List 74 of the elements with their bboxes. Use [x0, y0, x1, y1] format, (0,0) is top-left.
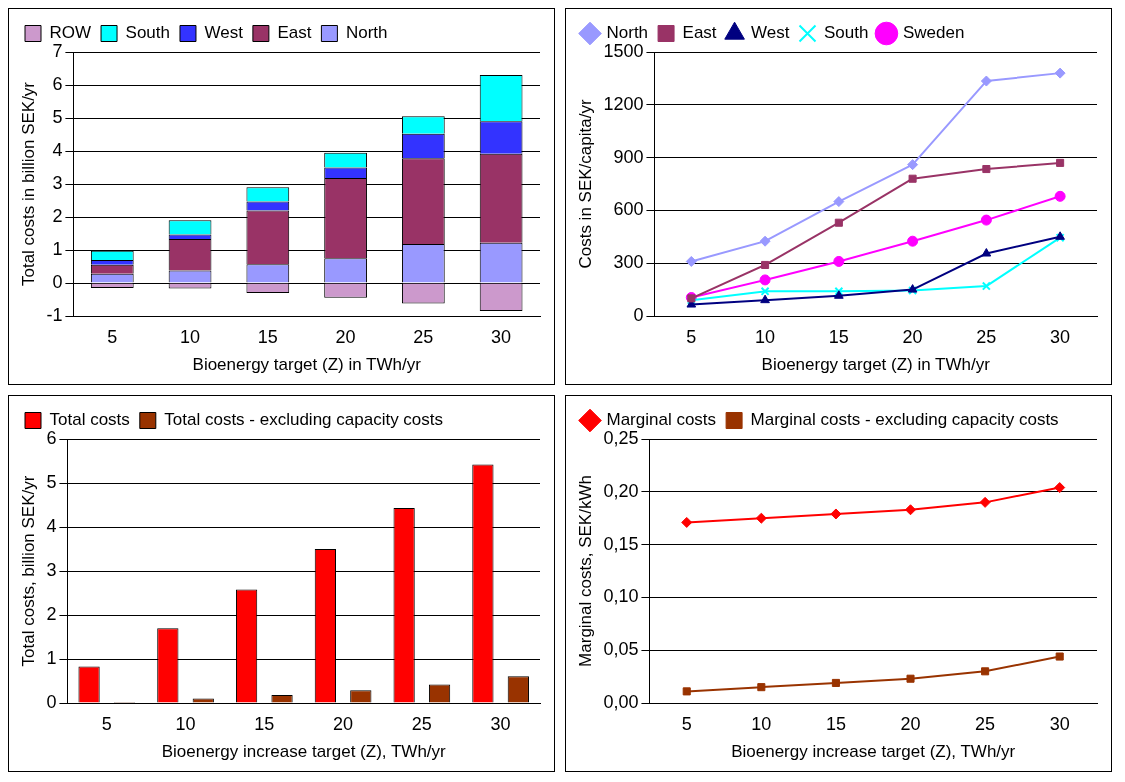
x-tick-label: 10	[180, 326, 201, 347]
x-tick-label: 15	[828, 326, 849, 347]
x-tick-label: 10	[175, 713, 196, 734]
legend-label: South	[125, 23, 170, 43]
x-tick-label: 5	[101, 713, 112, 734]
y-tick-label: 1200	[603, 93, 644, 114]
y-tick-label: 3	[52, 172, 63, 193]
x-tick-label: 30	[490, 713, 511, 734]
x-tick-label: 30	[1049, 713, 1070, 734]
legend-label: West	[751, 23, 790, 43]
y-tick-label: 0,05	[603, 639, 639, 660]
x-axis-title: Bioenergy increase target (Z), TWh/yr	[731, 742, 1016, 762]
y-tick-label: 300	[613, 252, 644, 273]
x-tick-label: 15	[257, 326, 278, 347]
x-axis-title: Bioenergy target (Z) in TWh/yr	[761, 355, 991, 375]
y-tick-label: 7	[52, 40, 63, 61]
y-tick-label: 4	[46, 515, 57, 536]
legend-label: Total costs	[49, 410, 130, 430]
x-tick-label: 5	[681, 713, 692, 734]
legend-label: ROW	[49, 23, 92, 43]
y-tick-label: 0	[52, 271, 63, 292]
x-tick-label: 20	[902, 326, 923, 347]
y-tick-label: 0,15	[603, 533, 639, 554]
y-tick-label: -1	[46, 304, 63, 325]
y-tick-label: 2	[52, 205, 63, 226]
legend-label: West	[204, 23, 244, 43]
legend-label: Total costs - excluding capacity costs	[164, 410, 444, 430]
x-tick-label: 25	[413, 326, 434, 347]
y-tick-label: 1	[46, 647, 57, 668]
x-tick-label: 30	[1050, 326, 1071, 347]
x-tick-label: 5	[686, 326, 697, 347]
legend-label: East	[682, 23, 717, 43]
legend-label: North	[606, 23, 649, 43]
legend-label: North	[345, 23, 388, 43]
x-tick-label: 20	[333, 713, 354, 734]
y-axis-title: Total costs, billion SEK/yr	[18, 475, 38, 667]
x-tick-label: 10	[755, 326, 776, 347]
legend-label: South	[824, 23, 869, 43]
x-tick-label: 30	[491, 326, 512, 347]
y-tick-label: 5	[52, 106, 63, 127]
y-tick-label: 6	[52, 73, 63, 94]
x-axis-title: Bioenergy target (Z) in TWh/yr	[192, 355, 422, 375]
y-tick-label: 1500	[603, 40, 644, 61]
x-tick-label: 25	[976, 326, 997, 347]
y-tick-label: 600	[613, 199, 644, 220]
x-tick-label: 5	[107, 326, 118, 347]
y-tick-label: 1	[52, 238, 63, 259]
y-tick-label: 0,00	[603, 691, 639, 712]
y-axis-title: Costs in SEK/capita/yr	[575, 99, 595, 269]
legend-label: Sweden	[902, 23, 965, 43]
x-tick-label: 10	[751, 713, 772, 734]
legend-label: East	[277, 23, 312, 43]
y-tick-label: 0,25	[603, 427, 639, 448]
x-tick-label: 15	[254, 713, 275, 734]
legend-label: Marginal costs	[606, 410, 717, 430]
y-tick-label: 900	[613, 146, 644, 167]
x-tick-label: 25	[411, 713, 432, 734]
y-tick-label: 4	[52, 139, 63, 160]
y-tick-label: 3	[46, 559, 57, 580]
x-tick-label: 25	[975, 713, 996, 734]
y-tick-label: 0	[46, 691, 57, 712]
y-axis-title: Marginal costs, SEK/kWh	[575, 475, 595, 667]
x-axis-title: Bioenergy increase target (Z), TWh/yr	[161, 742, 447, 762]
x-tick-label: 15	[825, 713, 846, 734]
y-tick-label: 0,10	[603, 586, 639, 607]
legend-label: Marginal costs - excluding capacity costs	[750, 410, 1059, 430]
y-axis-title: Total costs in billion SEK/yr	[18, 81, 38, 287]
y-tick-label: 0,20	[603, 480, 639, 501]
x-tick-label: 20	[900, 713, 921, 734]
y-tick-label: 6	[46, 427, 57, 448]
y-tick-label: 5	[46, 471, 57, 492]
y-tick-label: 0	[633, 304, 644, 325]
x-tick-label: 20	[335, 326, 356, 347]
y-tick-label: 2	[46, 603, 57, 624]
